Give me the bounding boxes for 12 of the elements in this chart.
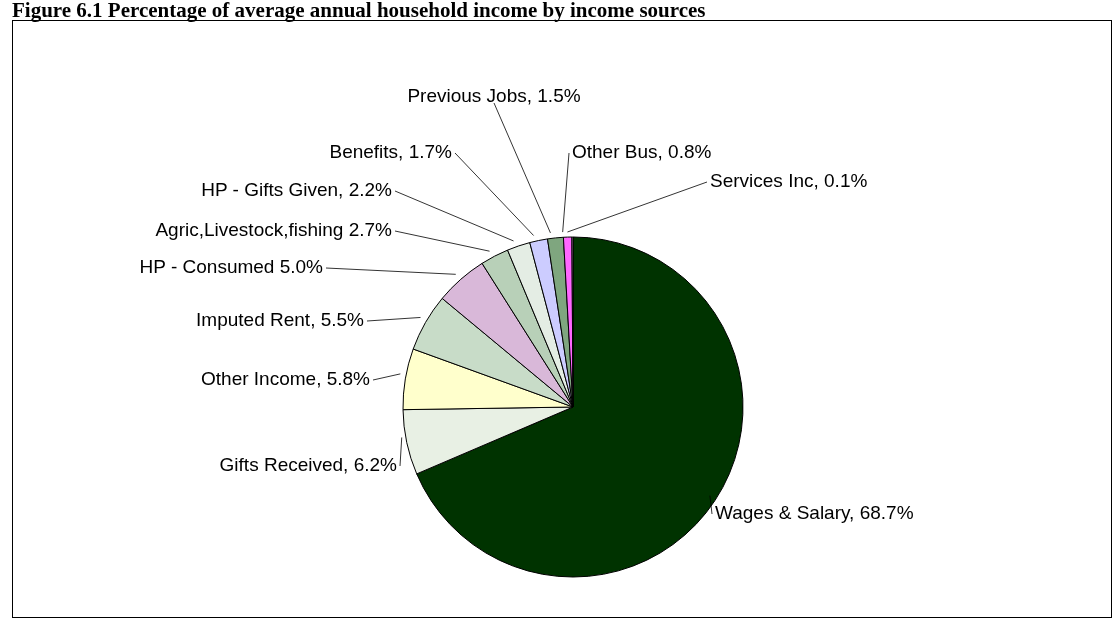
slice-label: Agric,Livestock,fishing 2.7% — [155, 219, 393, 241]
slice-label: Gifts Received, 6.2% — [219, 454, 398, 476]
slice-label: Wages & Salary, 68.7% — [715, 502, 914, 524]
slice-label: Services Inc, 0.1% — [710, 170, 868, 192]
chart-title: Figure 6.1 Percentage of average annual household income by income sources — [12, 0, 706, 23]
slice-label: Benefits, 1.7% — [329, 141, 453, 163]
slice-label: Other Bus, 0.8% — [572, 141, 712, 163]
slice-label: Previous Jobs, 1.5% — [407, 85, 581, 107]
slice-label: Other Income, 5.8% — [201, 368, 371, 390]
slice-label: HP - Gifts Given, 2.2% — [201, 179, 393, 201]
slice-label: HP - Consumed 5.0% — [139, 256, 324, 278]
slice-label: Imputed Rent, 5.5% — [196, 309, 365, 331]
